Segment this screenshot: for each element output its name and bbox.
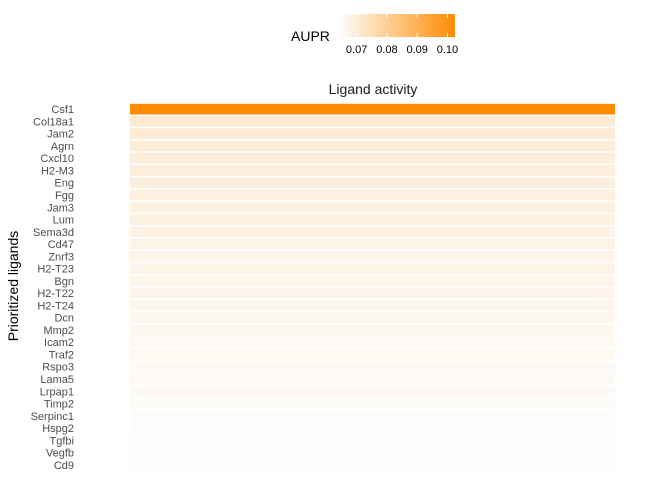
heatmap-tile-jam3 (130, 201, 615, 213)
legend-tick-label: 0.09 (406, 44, 427, 56)
heatmap-tile-cd47 (130, 238, 615, 250)
y-tick-label: Tgfbi (50, 435, 74, 447)
heatmap-tile-dcn (130, 312, 615, 323)
y-tick-label: Cd9 (54, 460, 74, 472)
heatmap-tile-mmp2 (130, 324, 615, 336)
y-axis-title: Prioritized ligands (5, 231, 21, 342)
heatmap-tile-lum (130, 214, 615, 225)
legend-colorbar (340, 14, 455, 37)
y-tick-label: Lrpap1 (40, 386, 74, 398)
y-tick-label: Lum (53, 215, 74, 227)
heatmap-tile-cd9 (130, 459, 615, 471)
y-tick-label: H2-M3 (41, 165, 74, 177)
y-tick-label: Cxcl10 (40, 153, 74, 165)
y-tick-label: Csf1 (51, 104, 74, 116)
y-tick-label: Col18a1 (33, 116, 74, 128)
legend-title: AUPR (291, 28, 330, 44)
heatmap-tile-lrpap1 (130, 385, 615, 397)
y-tick-label: Sema3d (33, 227, 74, 239)
heatmap-tile-traf2 (130, 349, 615, 360)
y-tick-label: Fgg (55, 190, 74, 202)
y-tick-label: Agrn (51, 141, 74, 153)
y-tick-label: Hspg2 (42, 423, 74, 435)
heatmap-tile-tgfbi (130, 435, 615, 446)
y-tick-label: H2-T23 (37, 264, 74, 276)
y-tick-label: Bgn (54, 276, 74, 288)
heatmap-tile-fgg (130, 189, 615, 201)
y-tick-label: Vegfb (46, 448, 74, 460)
heatmap-tile-znrf3 (130, 251, 615, 262)
heatmap-tile-bgn (130, 275, 615, 287)
heatmap-tile-agrn (130, 140, 615, 152)
legend-tick-label: 0.07 (346, 44, 367, 56)
legend-ticks: 0.07 0.08 0.09 0.10 (346, 14, 458, 56)
y-tick-label: Timp2 (44, 399, 74, 411)
y-tick-label: Lama5 (40, 374, 74, 386)
heatmap-tile-sema3d (130, 226, 615, 238)
legend-tick-label: 0.10 (437, 44, 458, 56)
y-tick-label: H2-T24 (37, 300, 74, 312)
y-tick-label: Serpinc1 (31, 411, 74, 423)
heatmap-tile-h2-t23 (130, 263, 615, 274)
heatmap-tile-timp2 (130, 398, 615, 409)
heatmap-tile-h2-t22 (130, 287, 615, 299)
heatmap-tile-csf1 (130, 103, 615, 115)
heatmap-tile-lama5 (130, 373, 615, 385)
heatmap-tile-col18a1 (130, 116, 615, 127)
heatmap-tile-eng (130, 177, 615, 189)
heatmap-tile-jam2 (130, 128, 615, 139)
y-tick-label: Eng (54, 178, 74, 190)
heatmap-tile-hspg2 (130, 422, 615, 434)
heatmap-tiles (130, 103, 615, 471)
facet-title: Ligand activity (329, 81, 418, 97)
y-tick-label: Mmp2 (43, 325, 74, 337)
heatmap-tile-serpinc1 (130, 410, 615, 422)
y-tick-label: Cd47 (48, 239, 74, 251)
heatmap-tile-h2-t24 (130, 300, 615, 311)
heatmap-tile-h2-m3 (130, 165, 615, 176)
y-tick-label: Traf2 (49, 349, 74, 361)
heatmap-tile-rspo3 (130, 361, 615, 373)
legend: AUPR 0.07 0.08 0.09 0.10 (291, 14, 458, 56)
y-tick-label: Znrf3 (48, 251, 74, 263)
legend-tick-label: 0.08 (376, 44, 397, 56)
y-tick-label: Jam2 (47, 129, 74, 141)
y-tick-label: Dcn (54, 313, 74, 325)
y-tick-label: Rspo3 (42, 362, 74, 374)
heatmap-tile-cxcl10 (130, 152, 615, 164)
y-tick-label: Jam3 (47, 202, 74, 214)
y-tick-label: H2-T22 (37, 288, 74, 300)
heatmap-tile-vegfb (130, 447, 615, 458)
y-tick-label: Icam2 (44, 337, 74, 349)
y-tick-labels: Csf1Col18a1Jam2AgrnCxcl10H2-M3EngFggJam3… (31, 104, 74, 472)
heatmap-tile-icam2 (130, 336, 615, 348)
